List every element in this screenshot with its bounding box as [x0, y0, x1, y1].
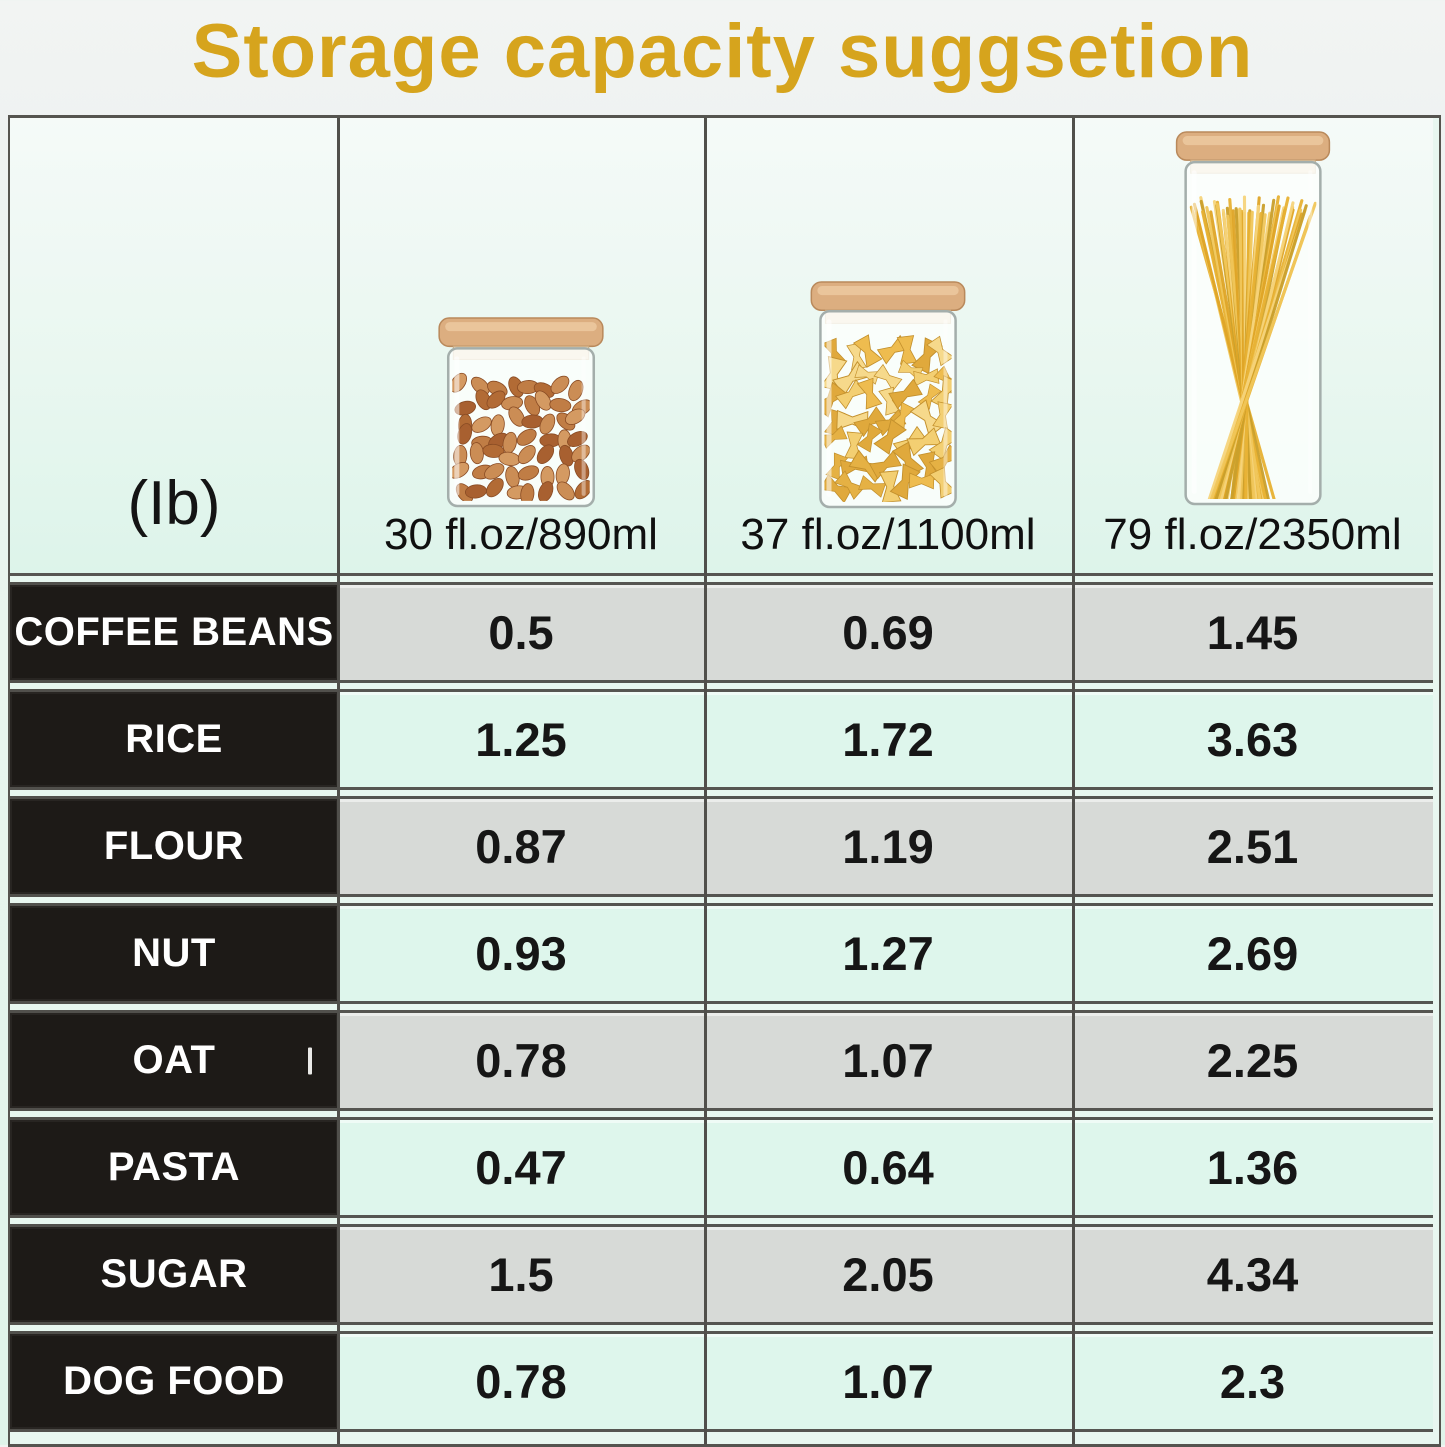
jar-size-label: 30 fl.oz/890ml [384, 510, 658, 560]
row-label-oat: OAT [10, 1010, 338, 1111]
row-label-dog-food: DOG FOOD [10, 1331, 338, 1432]
value-cell: 1.07 [704, 1331, 1072, 1432]
column-divider [704, 118, 707, 1444]
row-label-rice: RICE [10, 689, 338, 790]
value-cell: 1.27 [704, 903, 1072, 1004]
value-cell: 1.19 [704, 796, 1072, 897]
row-label-text: OAT [132, 1038, 216, 1082]
value-cell: 2.51 [1072, 796, 1433, 897]
value-cell: 0.47 [338, 1117, 704, 1218]
value-cell: 1.07 [704, 1010, 1072, 1111]
value-cell: 0.64 [704, 1117, 1072, 1218]
row-label-sugar: SUGAR [10, 1224, 338, 1325]
value-cell: 1.36 [1072, 1117, 1433, 1218]
jar-column-header-small: 30 fl.oz/890ml [338, 118, 704, 576]
value-cell: 0.93 [338, 903, 704, 1004]
spaghetti-jar-image [1175, 131, 1330, 506]
value-cell: 1.25 [338, 689, 704, 790]
column-divider [1072, 118, 1075, 1444]
value-cell: 2.3 [1072, 1331, 1433, 1432]
value-cell: 4.34 [1072, 1224, 1433, 1325]
unit-header-cell: (Ib) [10, 118, 338, 576]
jar-column-header-medium: 37 fl.oz/1100ml [704, 118, 1072, 576]
value-cell: 0.87 [338, 796, 704, 897]
value-cell: 1.5 [338, 1224, 704, 1325]
value-cell: 2.05 [704, 1224, 1072, 1325]
value-cell: 0.5 [338, 582, 704, 683]
column-divider [337, 118, 340, 1444]
page-title: Storage capacity suggsetion [191, 9, 1254, 94]
almond-jar-image [438, 317, 604, 508]
value-cell: 1.72 [704, 689, 1072, 790]
row-label-flour: FLOUR [10, 796, 338, 897]
value-cell: 0.69 [704, 582, 1072, 683]
jar-size-label: 79 fl.oz/2350ml [1103, 510, 1402, 560]
row-label-coffee-beans: COFFEE BEANS [10, 582, 338, 683]
value-cell: 2.25 [1072, 1010, 1433, 1111]
jar-size-label: 37 fl.oz/1100ml [740, 510, 1036, 560]
value-cell: 2.69 [1072, 903, 1433, 1004]
value-cell: 0.78 [338, 1010, 704, 1111]
row-label-pasta: PASTA [10, 1117, 338, 1218]
farfalle-jar-image [810, 281, 966, 509]
jar-column-header-large: 79 fl.oz/2350ml [1072, 118, 1433, 576]
value-cell: 0.78 [338, 1331, 704, 1432]
cursor-artifact [308, 1047, 312, 1074]
value-cell: 3.63 [1072, 689, 1433, 790]
capacity-table: (Ib) 30 fl.oz/890ml 37 fl.oz/1100ml 79 f… [8, 115, 1441, 1447]
value-cell: 1.45 [1072, 582, 1433, 683]
row-label-nut: NUT [10, 903, 338, 1004]
unit-label: (Ib) [127, 469, 221, 538]
